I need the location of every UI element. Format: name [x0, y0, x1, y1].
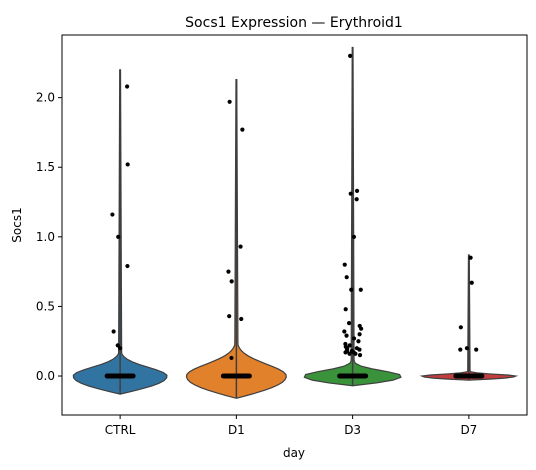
data-point	[239, 316, 244, 322]
data-point	[346, 321, 352, 326]
x-tick-label: D3	[344, 423, 361, 437]
data-point	[240, 127, 245, 132]
data-point	[468, 373, 473, 379]
data-point	[229, 279, 234, 284]
data-point	[357, 347, 362, 352]
data-point	[348, 53, 353, 58]
data-point	[226, 269, 231, 274]
data-point	[111, 329, 116, 334]
data-point	[359, 326, 364, 331]
data-point	[349, 287, 354, 292]
data-point	[357, 332, 362, 337]
data-point	[354, 188, 360, 193]
y-tick-label: 0.5	[36, 299, 55, 313]
data-point	[229, 355, 234, 361]
data-point	[458, 347, 463, 352]
x-axis: CTRL D1 D3 D7	[105, 415, 477, 437]
data-point	[358, 373, 363, 379]
data-point	[121, 373, 126, 379]
data-point	[354, 197, 359, 202]
data-point	[338, 373, 343, 379]
plot-area	[72, 46, 519, 399]
data-point	[468, 255, 473, 260]
data-point	[356, 339, 361, 344]
plot-frame	[61, 34, 528, 416]
y-tick-label: 2.0	[36, 91, 55, 105]
data-point	[125, 263, 130, 269]
data-point	[458, 325, 463, 330]
data-point	[226, 373, 231, 379]
y-tick-label: 0.0	[36, 369, 55, 383]
data-point	[117, 373, 123, 379]
data-point	[238, 244, 243, 249]
data-point	[348, 191, 353, 196]
data-point	[347, 351, 352, 356]
data-point	[342, 329, 347, 334]
data-point	[474, 347, 479, 352]
data-point	[125, 162, 130, 167]
data-point	[115, 343, 120, 348]
data-point	[118, 346, 123, 351]
y-tick-label: 1.0	[36, 230, 55, 244]
data-point	[351, 234, 357, 239]
data-point	[464, 346, 470, 351]
data-point	[469, 280, 474, 285]
data-point	[344, 275, 349, 280]
data-point	[352, 373, 358, 379]
x-axis-label: day	[283, 446, 305, 460]
data-point	[227, 314, 232, 319]
data-point	[240, 373, 245, 379]
x-tick-label: D7	[460, 423, 477, 437]
data-point	[357, 353, 363, 358]
data-point	[116, 234, 121, 239]
data-point	[129, 373, 134, 379]
data-point	[125, 84, 130, 89]
data-point	[343, 350, 348, 355]
y-axis-label: Socs1	[10, 207, 24, 242]
data-point	[227, 99, 232, 104]
data-point	[344, 333, 349, 338]
x-tick-label: D1	[228, 423, 245, 437]
data-point	[342, 262, 347, 267]
data-point	[471, 373, 476, 379]
chart-title: Socs1 Expression — Erythroid1	[185, 15, 403, 31]
data-point	[110, 212, 115, 217]
data-point	[343, 307, 348, 312]
y-tick-label: 1.5	[36, 160, 55, 174]
data-point	[112, 373, 117, 379]
x-tick-label: CTRL	[105, 423, 136, 437]
data-point	[353, 351, 358, 356]
data-point	[463, 373, 468, 379]
data-point	[232, 373, 237, 379]
data-point	[351, 336, 357, 341]
data-point	[347, 343, 352, 348]
data-point	[343, 373, 348, 379]
data-point	[358, 287, 363, 292]
y-axis: 0.0 0.5 1.0 1.5 2.0	[36, 91, 62, 383]
